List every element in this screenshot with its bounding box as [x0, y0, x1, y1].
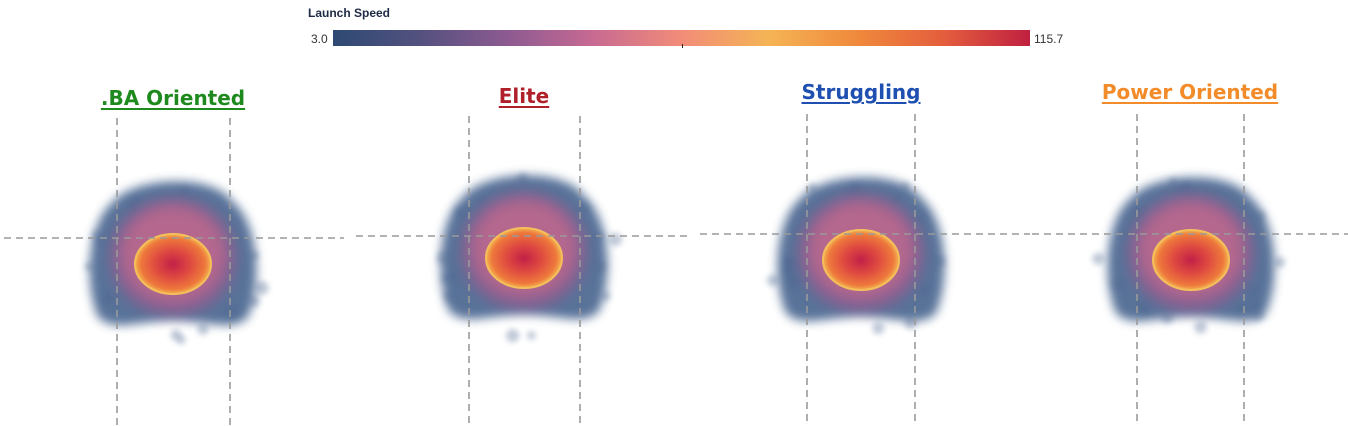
- heatmap-panel-0: [84, 181, 269, 345]
- outlier-dot: [601, 291, 611, 301]
- outlier-dot: [872, 322, 885, 335]
- legend-min-label: 3.0: [311, 32, 328, 46]
- outlier-dot: [1274, 256, 1286, 268]
- density-core: [1152, 229, 1230, 291]
- panel-title-struggling: Struggling: [801, 80, 921, 104]
- outlier-dot: [249, 250, 259, 261]
- outlier-dot: [782, 264, 796, 278]
- outlier-dot: [477, 197, 487, 207]
- outlier-dot: [84, 262, 94, 271]
- outlier-dot: [766, 274, 779, 287]
- outlier-dot: [224, 305, 239, 320]
- outlier-dot: [1248, 285, 1258, 295]
- outlier-dot: [917, 212, 926, 221]
- outlier-dot: [132, 196, 142, 206]
- outlier-dot: [101, 292, 115, 306]
- panel-title-elite: Elite: [498, 84, 550, 108]
- outlier-dot: [526, 331, 536, 340]
- outlier-dot: [443, 291, 456, 303]
- outlier-dot: [197, 323, 209, 335]
- outlier-dot: [254, 281, 269, 295]
- outlier-dot: [506, 329, 520, 343]
- outlier-dot: [1235, 304, 1244, 313]
- outlier-dot: [516, 172, 529, 185]
- outlier-dot: [1168, 177, 1179, 188]
- legend-max-label: 115.7: [1034, 32, 1064, 46]
- heatmap-panel-3: [1092, 177, 1286, 334]
- outlier-dot: [451, 271, 460, 281]
- legend-mid-tick: [682, 44, 683, 48]
- outlier-dot: [1111, 278, 1123, 291]
- outlier-dot: [1252, 309, 1265, 322]
- outlier-dot: [1249, 299, 1260, 310]
- outlier-dot: [904, 317, 917, 330]
- outlier-dot: [892, 195, 902, 204]
- outlier-dot: [1254, 211, 1266, 222]
- outlier-dot: [934, 255, 946, 267]
- density-core: [822, 229, 900, 291]
- legend-colorbar: [333, 30, 1030, 46]
- outlier-dot: [1092, 252, 1105, 265]
- heatmap-panel-1: [436, 172, 622, 343]
- panel-title-power-oriented: Power Oriented: [1101, 80, 1279, 104]
- outlier-dot: [1178, 180, 1193, 195]
- outlier-dot: [847, 182, 862, 197]
- outlier-dot: [442, 273, 452, 283]
- legend-colorbar-fill: [333, 30, 1030, 46]
- outlier-dot: [1138, 301, 1152, 315]
- outlier-dot: [1161, 312, 1174, 324]
- outlier-dot: [92, 230, 102, 240]
- outlier-dot: [784, 257, 795, 268]
- heatmap-panel-2: [766, 177, 946, 335]
- density-core: [485, 227, 563, 289]
- outlier-dot: [453, 206, 467, 219]
- outlier-dot: [176, 335, 186, 345]
- panel-title-ba-oriented: .BA Oriented: [100, 86, 246, 110]
- outlier-dot: [608, 232, 622, 247]
- legend-title: Launch Speed: [308, 6, 391, 20]
- outlier-dot: [786, 274, 801, 289]
- outlier-dot: [248, 295, 260, 307]
- outlier-dot: [1194, 320, 1207, 334]
- outlier-dot: [916, 283, 929, 295]
- outlier-dot: [179, 186, 190, 197]
- outlier-dot: [93, 237, 103, 246]
- outlier-dot: [580, 202, 590, 212]
- outlier-dot: [436, 251, 450, 265]
- density-core: [134, 233, 212, 295]
- outlier-dot: [807, 183, 817, 193]
- outlier-dot: [900, 181, 910, 191]
- outlier-dot: [596, 261, 607, 272]
